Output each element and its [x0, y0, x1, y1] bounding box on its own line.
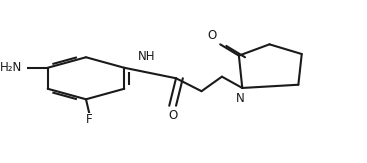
Text: H₂N: H₂N: [0, 61, 22, 74]
Text: N: N: [236, 92, 245, 105]
Text: O: O: [207, 29, 216, 42]
Text: F: F: [86, 113, 93, 126]
Text: NH: NH: [138, 50, 156, 63]
Text: O: O: [168, 109, 177, 122]
